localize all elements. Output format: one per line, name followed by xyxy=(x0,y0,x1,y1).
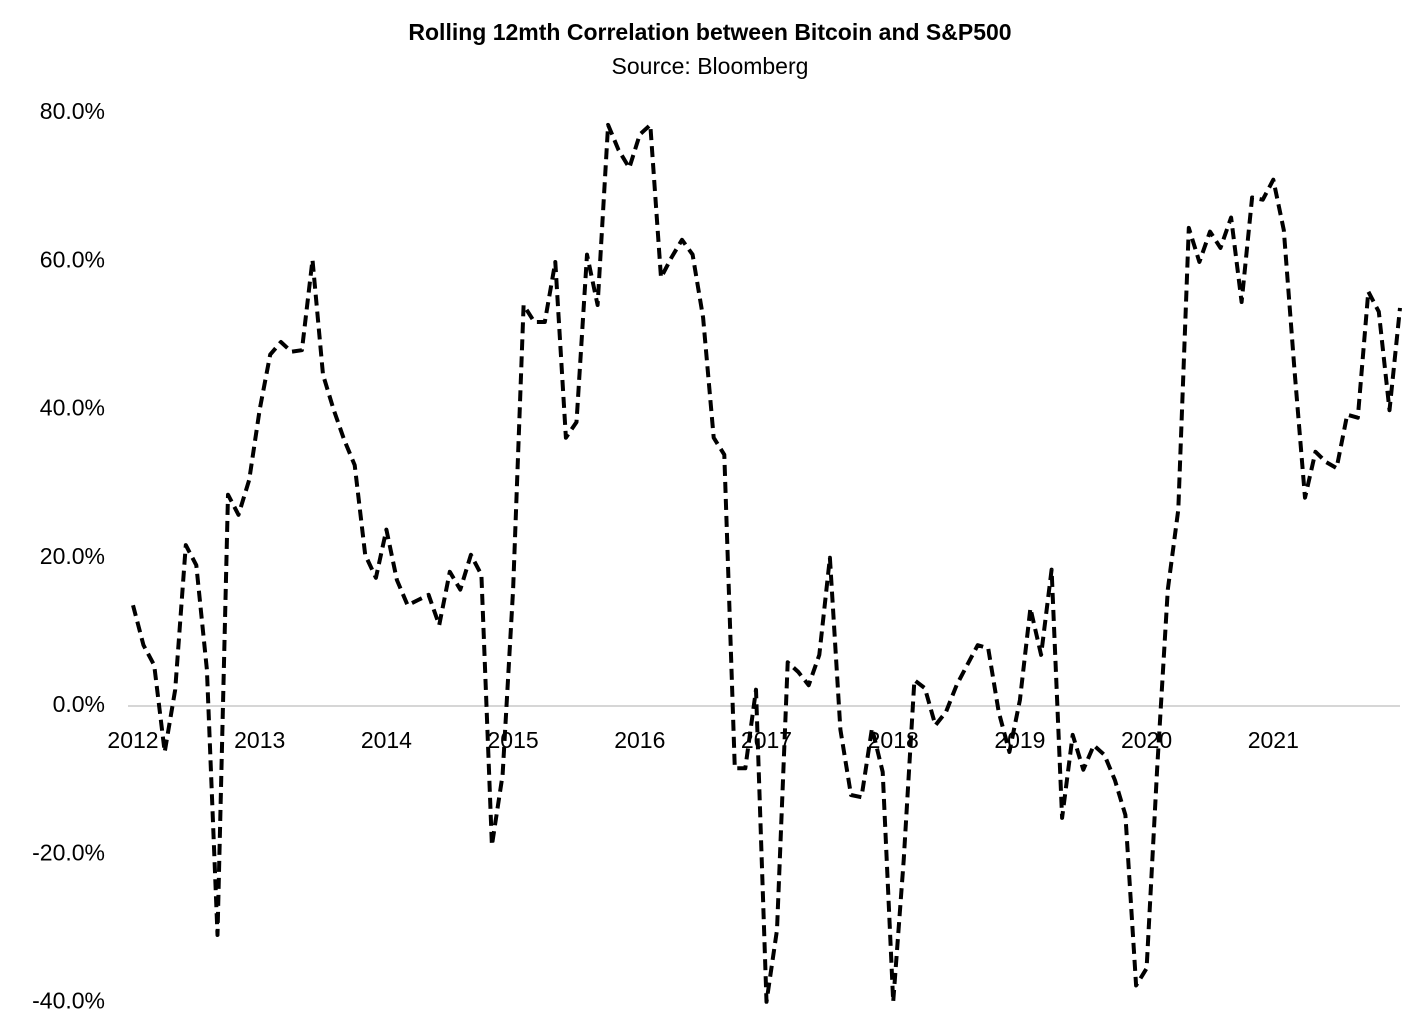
y-tick-label: 40.0% xyxy=(40,395,105,421)
chart-subtitle: Source: Bloomberg xyxy=(612,53,809,79)
y-tick-label: 20.0% xyxy=(40,543,105,569)
x-tick-label: 2013 xyxy=(234,727,285,753)
x-tick-label: 2020 xyxy=(1121,727,1172,753)
chart-title: Rolling 12mth Correlation between Bitcoi… xyxy=(408,19,1011,45)
x-tick-label: 2012 xyxy=(107,727,158,753)
x-tick-label: 2016 xyxy=(614,727,665,753)
y-tick-label: 60.0% xyxy=(40,246,105,272)
x-tick-label: 2015 xyxy=(488,727,539,753)
x-tick-label: 2014 xyxy=(361,727,412,753)
y-tick-label: -20.0% xyxy=(32,839,105,865)
y-tick-label: 80.0% xyxy=(40,98,105,124)
data-line xyxy=(131,122,1402,1004)
y-tick-label: -40.0% xyxy=(32,988,105,1014)
x-tick-label: 2019 xyxy=(994,727,1045,753)
x-tick-label: 2021 xyxy=(1248,727,1299,753)
y-tick-label: 0.0% xyxy=(53,691,105,717)
